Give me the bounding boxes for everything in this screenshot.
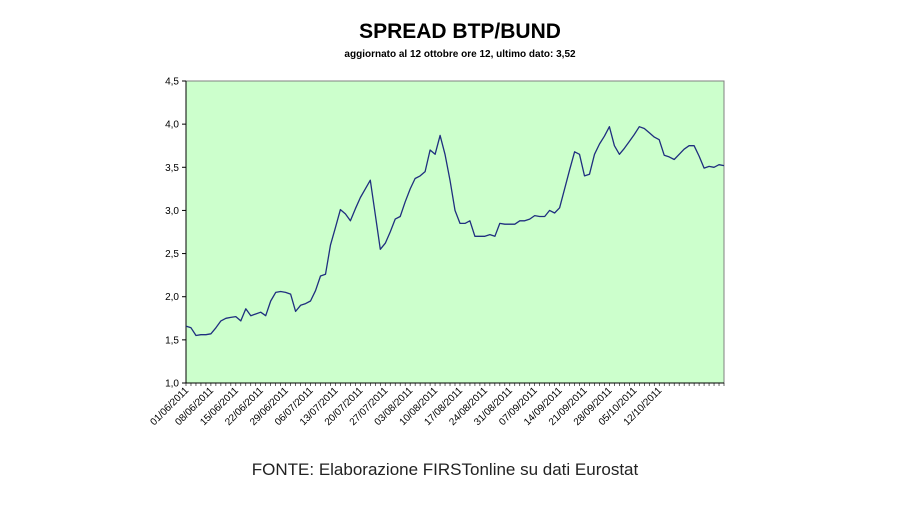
y-tick-label: 2,5 (165, 249, 179, 260)
series-layer (185, 126, 725, 337)
y-tick-label: 2,0 (165, 292, 179, 303)
spread-series-line (185, 126, 725, 337)
chart-subtitle: aggiornato al 12 ottobre ore 12, ultimo … (344, 49, 576, 60)
chart-title: SPREAD BTP/BUND (359, 20, 561, 43)
y-tick-label: 4,5 (165, 77, 179, 88)
y-tick-label: 1,5 (165, 335, 179, 346)
plot-area (185, 80, 725, 384)
spread-line-chart: 1,0 1,5 2,0 2,5 3,0 3,5 4,0 4,5 01/06/201108/06… (148, 77, 725, 428)
y-tick-label: 3,0 (165, 206, 179, 217)
y-tick-label: 4,0 (165, 120, 179, 131)
y-tick-label: 3,5 (165, 163, 179, 174)
source-note: FONTE: Elaborazione FIRSTonline su dati … (251, 460, 639, 479)
y-axis: 1,0 1,5 2,0 2,5 3,0 3,5 4,0 4,5 (165, 77, 187, 390)
x-axis: 01/06/201108/06/201115/06/201122/06/2011… (148, 382, 725, 428)
y-tick-label: 1,0 (165, 379, 179, 390)
